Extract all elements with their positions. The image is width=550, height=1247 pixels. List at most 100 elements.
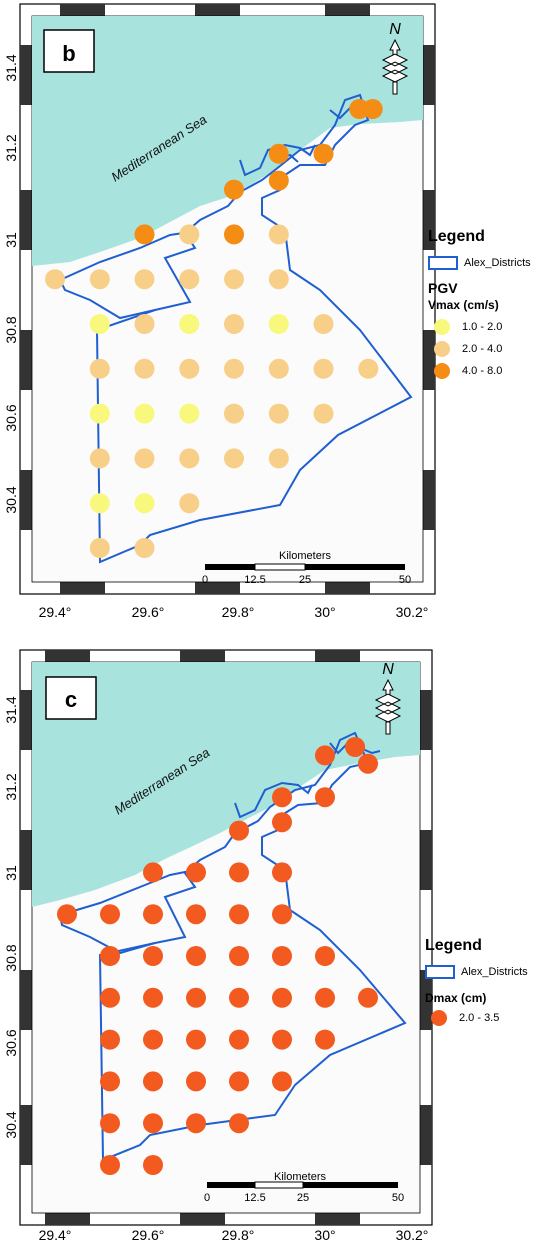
svg-text:N: N	[382, 661, 394, 678]
svg-text:0: 0	[204, 1192, 210, 1204]
pgv-point	[179, 448, 200, 469]
legend-subheading: Vmax (cm/s)	[428, 298, 499, 312]
dmax-point	[229, 1113, 249, 1134]
legend-title: Legend	[425, 937, 482, 954]
pgv-point	[179, 493, 200, 514]
svg-text:Kilometers: Kilometers	[274, 1171, 326, 1183]
scale-bar: Kilometers 0 12.5 25 50	[204, 1171, 404, 1204]
dmax-point	[272, 812, 292, 833]
dmax-point	[143, 946, 163, 966]
legend-class-row: 2.0 - 3.5	[425, 1007, 550, 1029]
pgv-point	[224, 179, 244, 200]
pgv-point	[89, 403, 110, 424]
pgv-point	[268, 314, 289, 334]
dmax-point	[315, 946, 335, 966]
pgv-point	[45, 269, 65, 290]
boundary-swatch	[428, 256, 458, 270]
pgv-point	[224, 358, 244, 379]
legend-class-row: 1.0 - 2.0	[428, 316, 548, 338]
dmax-point	[272, 987, 292, 1008]
pgv-point	[134, 403, 155, 424]
pgv-point	[268, 448, 289, 469]
svg-text:30°: 30°	[314, 1227, 335, 1243]
panel-label-box	[45, 676, 97, 720]
dmax-point	[315, 787, 335, 808]
pgv-point	[313, 314, 334, 334]
svg-text:12.5: 12.5	[244, 1192, 265, 1204]
dmax-point	[229, 1029, 249, 1050]
svg-text:25: 25	[299, 574, 311, 586]
pgv-point	[134, 314, 155, 334]
svg-text:30.6: 30.6	[3, 404, 19, 431]
svg-text:31.4: 31.4	[3, 696, 19, 723]
svg-text:25: 25	[297, 1192, 309, 1204]
pgv-point	[268, 143, 289, 164]
pgv-point	[89, 358, 110, 379]
svg-text:30.8: 30.8	[3, 316, 19, 343]
svg-text:31: 31	[3, 865, 19, 881]
svg-text:50: 50	[399, 574, 411, 586]
north-arrow-icon: N	[381, 21, 409, 95]
dmax-point	[315, 745, 335, 766]
dmax-points	[57, 737, 378, 1175]
svg-text:30.2°: 30.2°	[396, 1227, 429, 1243]
pgv-point	[268, 170, 289, 191]
map-panel-b: b Mediterranean Sea N Kilometers 0 12.5 …	[3, 3, 436, 620]
pgv-point	[179, 358, 200, 379]
pgv-point	[134, 269, 155, 290]
pgv-point	[313, 358, 334, 379]
pgv-point	[179, 224, 200, 245]
pgv-point	[224, 403, 244, 424]
y-axis-ticks: 31.4 31.2 31 30.8 30.6 30.4	[3, 54, 19, 513]
dmax-point	[186, 946, 206, 966]
dmax-point	[143, 1113, 163, 1134]
dmax-point	[143, 987, 163, 1008]
legend-heading: Dmax (cm)	[425, 991, 487, 1005]
dmax-point	[272, 862, 292, 883]
map-panel-c: c Mediterranean Sea N Kilometers 0 12.5 …	[3, 649, 433, 1243]
legend-boundary-label: Alex_Districts	[461, 966, 528, 978]
legend-class-row: 2.0 - 4.0	[428, 338, 548, 360]
panel-label: b	[62, 41, 75, 66]
sea-area	[32, 16, 423, 266]
class-swatch-low	[434, 319, 450, 335]
dmax-point	[143, 1029, 163, 1050]
dmax-point	[100, 1071, 120, 1092]
pgv-point	[134, 224, 155, 245]
svg-text:30.4: 30.4	[3, 486, 19, 513]
dmax-point	[186, 862, 206, 883]
pgv-point	[179, 269, 200, 290]
pgv-point	[89, 269, 110, 290]
class-swatch-mid	[434, 341, 450, 357]
svg-text:29.8°: 29.8°	[222, 1227, 255, 1243]
dmax-point	[143, 904, 163, 925]
dmax-point	[186, 987, 206, 1008]
dmax-point	[100, 1155, 120, 1175]
dmax-point	[315, 1029, 335, 1050]
north-arrow-icon: N	[374, 661, 402, 735]
svg-text:0: 0	[202, 574, 208, 586]
pgv-point	[362, 99, 383, 119]
pgv-point	[224, 448, 244, 469]
legend-title: Legend	[428, 228, 485, 245]
pgv-point	[313, 403, 334, 424]
pgv-point	[268, 269, 289, 290]
svg-text:30.8: 30.8	[3, 944, 19, 971]
dmax-point	[229, 987, 249, 1008]
dmax-point	[272, 904, 292, 925]
legend-class-label: 1.0 - 2.0	[462, 321, 503, 333]
pgv-point	[224, 269, 244, 290]
panel-label-box	[43, 29, 95, 73]
svg-text:31.4: 31.4	[3, 54, 19, 81]
svg-text:31.2: 31.2	[3, 773, 19, 800]
dmax-point	[272, 787, 292, 808]
svg-text:12.5: 12.5	[244, 574, 265, 586]
dmax-point	[186, 1029, 206, 1050]
panel-label: c	[65, 687, 77, 712]
legend-boundary-row: Alex_Districts	[428, 252, 548, 274]
legend-class-label: 4.0 - 8.0	[462, 365, 503, 377]
svg-text:50: 50	[392, 1192, 404, 1204]
legend-boundary-row: Alex_Districts	[425, 961, 550, 983]
pgv-point	[224, 224, 244, 245]
dmax-point	[229, 862, 249, 883]
